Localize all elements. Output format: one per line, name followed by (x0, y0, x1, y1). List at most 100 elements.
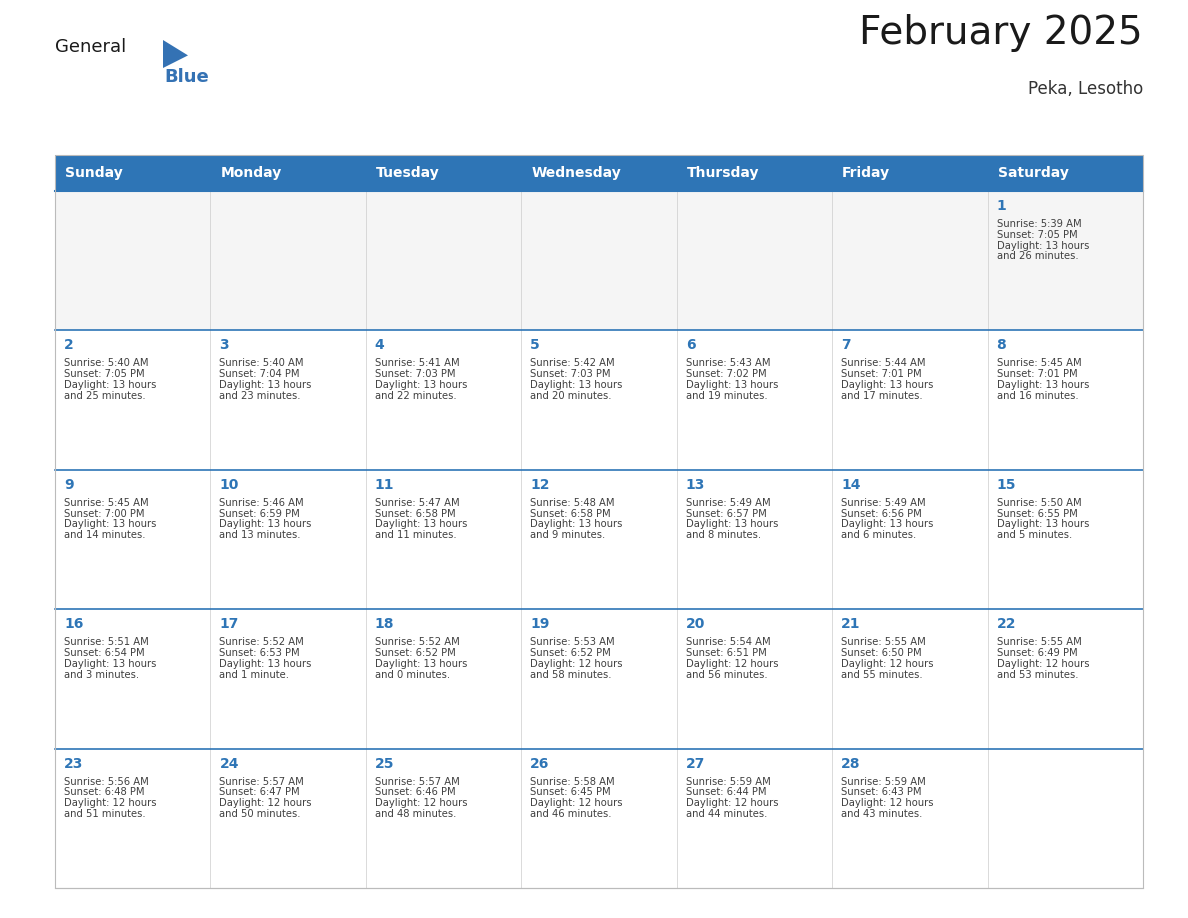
Text: Sunset: 7:03 PM: Sunset: 7:03 PM (375, 369, 455, 379)
Text: 14: 14 (841, 477, 860, 492)
Text: Daylight: 13 hours: Daylight: 13 hours (220, 659, 311, 669)
Text: Daylight: 13 hours: Daylight: 13 hours (997, 380, 1089, 390)
Text: 20: 20 (685, 617, 706, 632)
Text: Sunset: 7:01 PM: Sunset: 7:01 PM (841, 369, 922, 379)
Text: Sunrise: 5:52 AM: Sunrise: 5:52 AM (220, 637, 304, 647)
Text: Sunrise: 5:45 AM: Sunrise: 5:45 AM (997, 358, 1081, 368)
Text: Sunset: 7:03 PM: Sunset: 7:03 PM (530, 369, 611, 379)
Text: Sunset: 6:44 PM: Sunset: 6:44 PM (685, 788, 766, 798)
Text: 2: 2 (64, 339, 74, 353)
Text: and 14 minutes.: and 14 minutes. (64, 531, 145, 540)
Text: Daylight: 12 hours: Daylight: 12 hours (841, 798, 934, 808)
Text: Sunrise: 5:44 AM: Sunrise: 5:44 AM (841, 358, 925, 368)
Text: Sunset: 6:52 PM: Sunset: 6:52 PM (530, 648, 611, 658)
Text: and 51 minutes.: and 51 minutes. (64, 809, 146, 819)
Text: Daylight: 13 hours: Daylight: 13 hours (685, 380, 778, 390)
Text: and 23 minutes.: and 23 minutes. (220, 391, 301, 401)
Text: 3: 3 (220, 339, 229, 353)
Text: Sunset: 6:48 PM: Sunset: 6:48 PM (64, 788, 145, 798)
Text: Sunset: 6:51 PM: Sunset: 6:51 PM (685, 648, 766, 658)
Text: and 9 minutes.: and 9 minutes. (530, 531, 606, 540)
Text: and 20 minutes.: and 20 minutes. (530, 391, 612, 401)
Text: Peka, Lesotho: Peka, Lesotho (1028, 80, 1143, 98)
Text: 6: 6 (685, 339, 695, 353)
Text: Sunrise: 5:40 AM: Sunrise: 5:40 AM (220, 358, 304, 368)
Text: Sunrise: 5:47 AM: Sunrise: 5:47 AM (375, 498, 460, 508)
Text: Sunrise: 5:48 AM: Sunrise: 5:48 AM (530, 498, 614, 508)
Text: 24: 24 (220, 756, 239, 770)
Text: 25: 25 (375, 756, 394, 770)
Text: Sunset: 6:58 PM: Sunset: 6:58 PM (530, 509, 611, 519)
Text: Wednesday: Wednesday (531, 166, 621, 180)
Text: and 6 minutes.: and 6 minutes. (841, 531, 916, 540)
Text: Sunrise: 5:54 AM: Sunrise: 5:54 AM (685, 637, 770, 647)
Text: Daylight: 13 hours: Daylight: 13 hours (841, 380, 934, 390)
Text: Sunday: Sunday (65, 166, 122, 180)
Text: Sunset: 6:50 PM: Sunset: 6:50 PM (841, 648, 922, 658)
Text: Sunrise: 5:53 AM: Sunrise: 5:53 AM (530, 637, 615, 647)
Text: and 8 minutes.: and 8 minutes. (685, 531, 760, 540)
Text: and 46 minutes.: and 46 minutes. (530, 809, 612, 819)
Text: 12: 12 (530, 477, 550, 492)
Text: 22: 22 (997, 617, 1016, 632)
Text: 5: 5 (530, 339, 541, 353)
Text: Daylight: 12 hours: Daylight: 12 hours (530, 798, 623, 808)
Text: Daylight: 13 hours: Daylight: 13 hours (530, 520, 623, 530)
Text: Sunrise: 5:40 AM: Sunrise: 5:40 AM (64, 358, 148, 368)
Text: Daylight: 13 hours: Daylight: 13 hours (220, 520, 311, 530)
Text: Sunrise: 5:42 AM: Sunrise: 5:42 AM (530, 358, 615, 368)
Text: Daylight: 12 hours: Daylight: 12 hours (64, 798, 157, 808)
Text: 10: 10 (220, 477, 239, 492)
Text: Saturday: Saturday (998, 166, 1068, 180)
Text: Sunrise: 5:49 AM: Sunrise: 5:49 AM (841, 498, 925, 508)
Text: General: General (55, 38, 126, 56)
Text: and 43 minutes.: and 43 minutes. (841, 809, 923, 819)
Text: Sunrise: 5:55 AM: Sunrise: 5:55 AM (841, 637, 925, 647)
Text: and 0 minutes.: and 0 minutes. (375, 669, 450, 679)
Text: Sunrise: 5:58 AM: Sunrise: 5:58 AM (530, 777, 615, 787)
Text: and 55 minutes.: and 55 minutes. (841, 669, 923, 679)
Text: and 11 minutes.: and 11 minutes. (375, 531, 456, 540)
Text: and 26 minutes.: and 26 minutes. (997, 252, 1079, 262)
Text: 19: 19 (530, 617, 550, 632)
Text: Daylight: 12 hours: Daylight: 12 hours (375, 798, 467, 808)
Text: and 17 minutes.: and 17 minutes. (841, 391, 923, 401)
Text: 21: 21 (841, 617, 860, 632)
Text: 28: 28 (841, 756, 860, 770)
Text: Daylight: 13 hours: Daylight: 13 hours (841, 520, 934, 530)
Text: Sunset: 6:54 PM: Sunset: 6:54 PM (64, 648, 145, 658)
Text: Sunset: 6:45 PM: Sunset: 6:45 PM (530, 788, 611, 798)
Text: 4: 4 (375, 339, 385, 353)
Text: Sunrise: 5:49 AM: Sunrise: 5:49 AM (685, 498, 770, 508)
Text: Sunrise: 5:59 AM: Sunrise: 5:59 AM (685, 777, 771, 787)
Text: and 13 minutes.: and 13 minutes. (220, 531, 301, 540)
Text: February 2025: February 2025 (859, 14, 1143, 52)
Text: 23: 23 (64, 756, 83, 770)
Text: Sunset: 7:05 PM: Sunset: 7:05 PM (997, 230, 1078, 240)
Text: 13: 13 (685, 477, 706, 492)
Text: 8: 8 (997, 339, 1006, 353)
Text: Daylight: 12 hours: Daylight: 12 hours (685, 659, 778, 669)
Text: Blue: Blue (164, 68, 209, 86)
Text: Sunrise: 5:56 AM: Sunrise: 5:56 AM (64, 777, 148, 787)
Text: and 50 minutes.: and 50 minutes. (220, 809, 301, 819)
Text: and 16 minutes.: and 16 minutes. (997, 391, 1079, 401)
Text: Daylight: 13 hours: Daylight: 13 hours (997, 241, 1089, 251)
Text: and 48 minutes.: and 48 minutes. (375, 809, 456, 819)
Text: Daylight: 13 hours: Daylight: 13 hours (375, 659, 467, 669)
Text: Sunrise: 5:43 AM: Sunrise: 5:43 AM (685, 358, 770, 368)
Text: and 1 minute.: and 1 minute. (220, 669, 290, 679)
Text: Daylight: 13 hours: Daylight: 13 hours (530, 380, 623, 390)
Text: Friday: Friday (842, 166, 890, 180)
Text: Sunrise: 5:46 AM: Sunrise: 5:46 AM (220, 498, 304, 508)
Text: Daylight: 13 hours: Daylight: 13 hours (64, 659, 157, 669)
Bar (55, 191, 1143, 330)
Text: Sunrise: 5:41 AM: Sunrise: 5:41 AM (375, 358, 460, 368)
Text: Tuesday: Tuesday (375, 166, 440, 180)
Text: Sunset: 7:01 PM: Sunset: 7:01 PM (997, 369, 1078, 379)
Text: Sunset: 7:04 PM: Sunset: 7:04 PM (220, 369, 299, 379)
Text: Sunset: 7:02 PM: Sunset: 7:02 PM (685, 369, 766, 379)
Text: and 53 minutes.: and 53 minutes. (997, 669, 1078, 679)
Text: Sunrise: 5:50 AM: Sunrise: 5:50 AM (997, 498, 1081, 508)
Bar (55, 155, 1143, 888)
